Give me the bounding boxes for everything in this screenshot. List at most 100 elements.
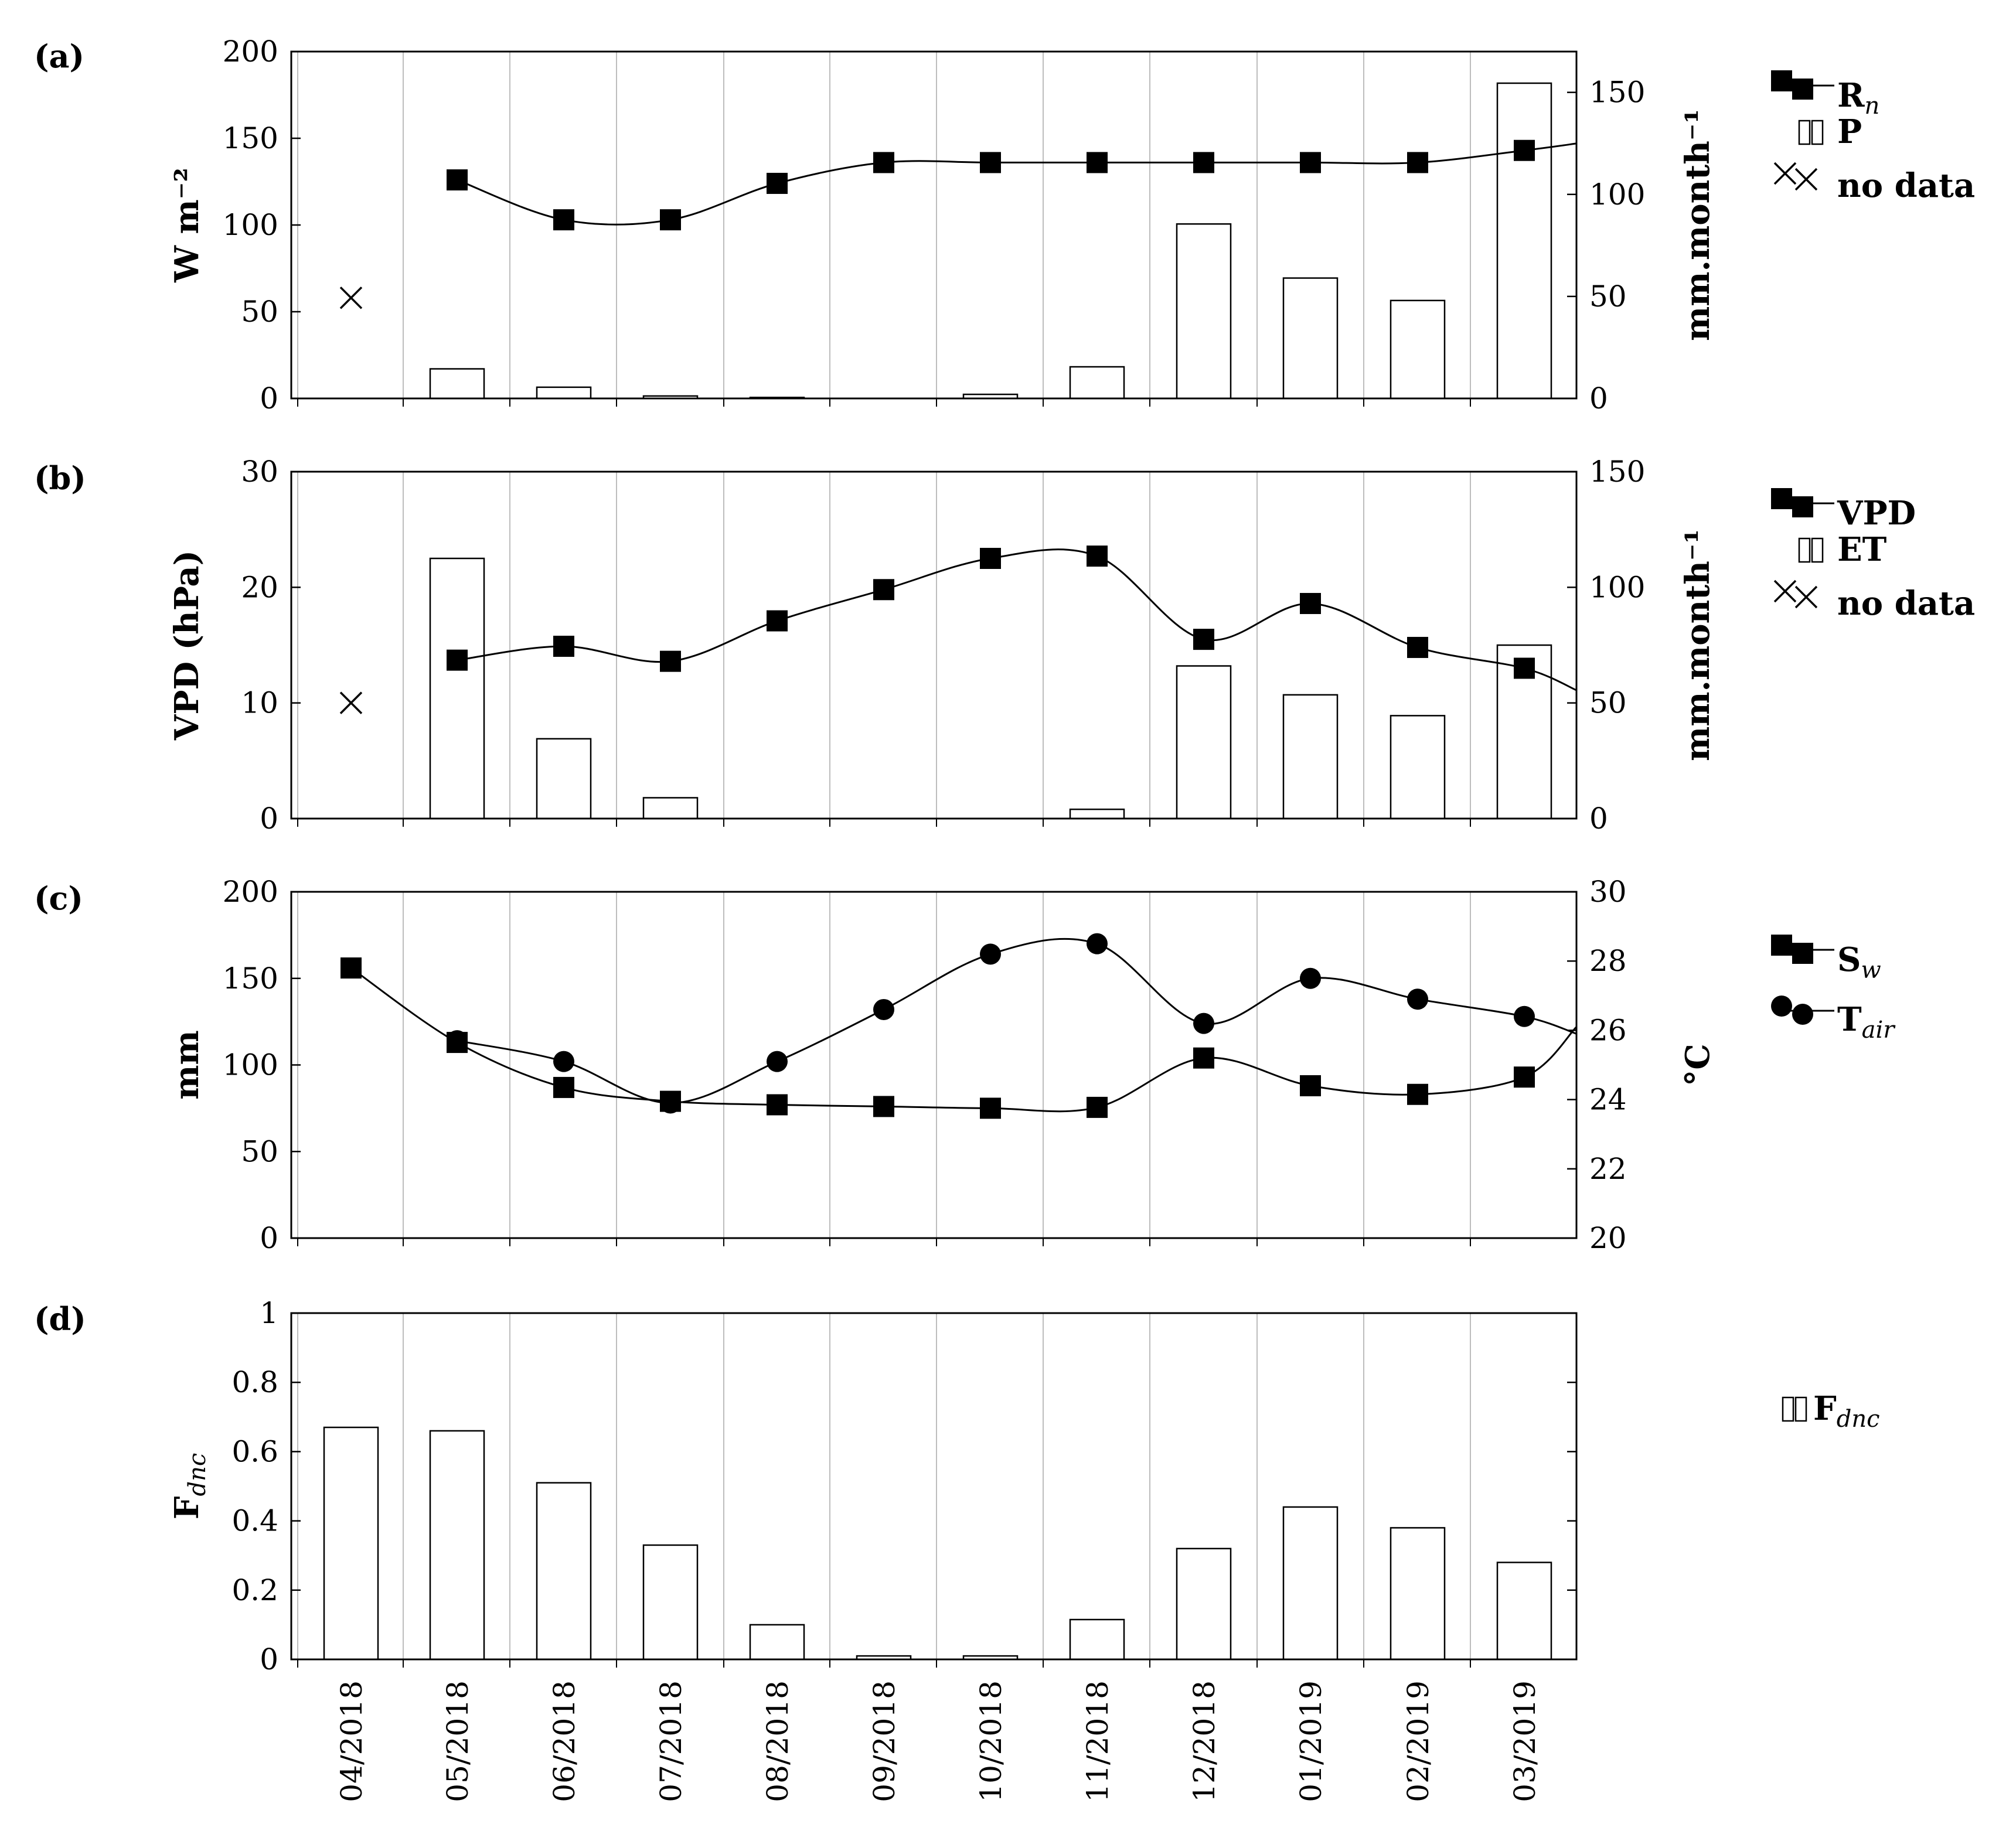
left-tick-label: 20 (241, 570, 278, 604)
legend-bar-swatch (1798, 120, 1811, 145)
right-tick-label: 150 (1589, 455, 1645, 489)
left-tick-label: 0 (260, 802, 278, 836)
legend-label: VPD (1837, 494, 1916, 533)
marker-vpd-4 (767, 610, 788, 632)
legend-bar-swatch (1794, 1396, 1807, 1422)
legend-bar-swatch (1798, 537, 1811, 563)
marker-tair-5 (873, 998, 894, 1020)
marker-vpd-9 (1300, 592, 1321, 614)
bar-fdnc-11 (1496, 1562, 1552, 1661)
left-tick-label: 0.4 (231, 1504, 278, 1538)
panel-a: 0 50 100 150 200 0 50 100 150 (a) W m⁻² mm.month⁻¹ R… (34, 35, 1975, 415)
panel-d: 0 0.2 0.4 0.6 0.8 1 (d) Fdnc Fdnc (34, 1296, 1880, 1676)
marker-tair-8 (1193, 1013, 1214, 1034)
marker-vpd-5 (873, 579, 894, 601)
right-tick-label: 24 (1589, 1083, 1627, 1117)
marker-sw-7 (1087, 1096, 1108, 1118)
right-tick-label: 100 (1589, 178, 1645, 212)
legend-square-marker (1771, 488, 1792, 509)
no-data-marker-0 (339, 691, 363, 714)
marker-rn-10 (1407, 152, 1428, 173)
marker-rn-3 (660, 209, 681, 231)
right-tick-label: 26 (1589, 1013, 1627, 1047)
marker-rn-6 (980, 152, 1001, 173)
left-tick-label: 150 (223, 962, 278, 996)
bar-et-3 (642, 797, 699, 820)
marker-rn-7 (1087, 152, 1108, 173)
left-tick-label: 100 (223, 1048, 278, 1082)
month-label: 03/2019 (1508, 1680, 1542, 1802)
bar-fdnc-1 (429, 1430, 485, 1661)
legend-bar-swatch (1782, 1396, 1794, 1422)
month-label: 01/2019 (1294, 1680, 1328, 1802)
line-tair (457, 938, 1577, 1105)
month-label: 12/2018 (1187, 1680, 1221, 1802)
marker-vpd-1 (447, 649, 468, 671)
left-tick-label: 200 (223, 875, 278, 909)
right-axis-title: mm.month⁻¹ (1678, 109, 1717, 341)
marker-rn-11 (1514, 139, 1535, 161)
legend: Sw Tair (1771, 935, 1896, 1044)
panel-b: 0 10 20 30 0 50 100 150 (b) VPD (hPa) mm.month⁻¹ VP… (34, 455, 1975, 836)
marker-tair-4 (767, 1051, 788, 1072)
right-tick-label: 150 (1589, 76, 1645, 110)
left-tick-label: 0 (260, 1221, 278, 1255)
left-axis-title: Fdnc (168, 1453, 211, 1520)
legend-label: ET (1837, 530, 1887, 569)
bar-p-11 (1496, 82, 1552, 400)
legend-cross-marker (1773, 579, 1797, 603)
legend-square-marker (1792, 79, 1813, 100)
month-label: 02/2019 (1401, 1680, 1435, 1802)
bar-fdnc-3 (642, 1544, 699, 1661)
marker-rn-1 (447, 169, 468, 191)
month-label: 11/2018 (1081, 1680, 1115, 1802)
line-vpd (457, 548, 1577, 691)
left-tick-label: 150 (223, 121, 278, 155)
marker-sw-2 (553, 1076, 574, 1098)
month-axis: 04/2018 05/2018 06/2018 07/2018 08/2018 09/20… (335, 1680, 1542, 1802)
bar-et-10 (1390, 715, 1446, 820)
bar-p-7 (1069, 366, 1125, 400)
bar-et-9 (1282, 694, 1339, 820)
month-label: 06/2018 (547, 1680, 581, 1802)
plot-frame (290, 1312, 1578, 1661)
left-axis-title: mm (168, 1030, 206, 1100)
legend-square-marker (1792, 943, 1813, 964)
right-axis-title: °C (1678, 1044, 1717, 1086)
marker-vpd-2 (553, 635, 574, 657)
marker-tair-2 (553, 1051, 574, 1072)
legend-bar-swatch (1811, 120, 1824, 145)
legend-circle-marker (1792, 1004, 1813, 1025)
marker-sw-10 (1407, 1083, 1428, 1105)
marker-rn-5 (873, 152, 894, 173)
left-tick-label: 100 (223, 208, 278, 242)
bar-p-1 (429, 368, 485, 400)
legend-cross-marker (1794, 168, 1818, 191)
marker-rn-2 (553, 209, 574, 231)
month-label: 08/2018 (761, 1680, 795, 1802)
marker-tair-11 (1514, 1005, 1535, 1027)
left-tick-label: 1 (260, 1296, 278, 1330)
marker-sw-6 (980, 1097, 1001, 1119)
legend: Fdnc (1782, 1389, 1880, 1433)
bar-et-8 (1176, 665, 1232, 820)
left-tick-label: 0 (260, 1642, 278, 1676)
month-label: 07/2018 (654, 1680, 688, 1802)
right-tick-label: 0 (1589, 381, 1608, 415)
marker-rn-8 (1193, 152, 1214, 173)
plot-frame (290, 50, 1578, 400)
no-data-marker-0 (339, 287, 363, 309)
bar-p-8 (1176, 223, 1232, 400)
plot-frame (290, 471, 1578, 820)
legend-circle-marker (1771, 996, 1792, 1017)
legend-square-marker (1771, 70, 1792, 91)
bar-fdnc-2 (536, 1482, 592, 1661)
left-tick-label: 0 (260, 381, 278, 415)
bar-p-9 (1282, 277, 1339, 400)
panel-label: (a) (34, 38, 84, 75)
legend-cross-marker (1794, 585, 1818, 609)
right-tick-label: 100 (1589, 570, 1645, 604)
right-tick-label: 22 (1589, 1152, 1627, 1186)
